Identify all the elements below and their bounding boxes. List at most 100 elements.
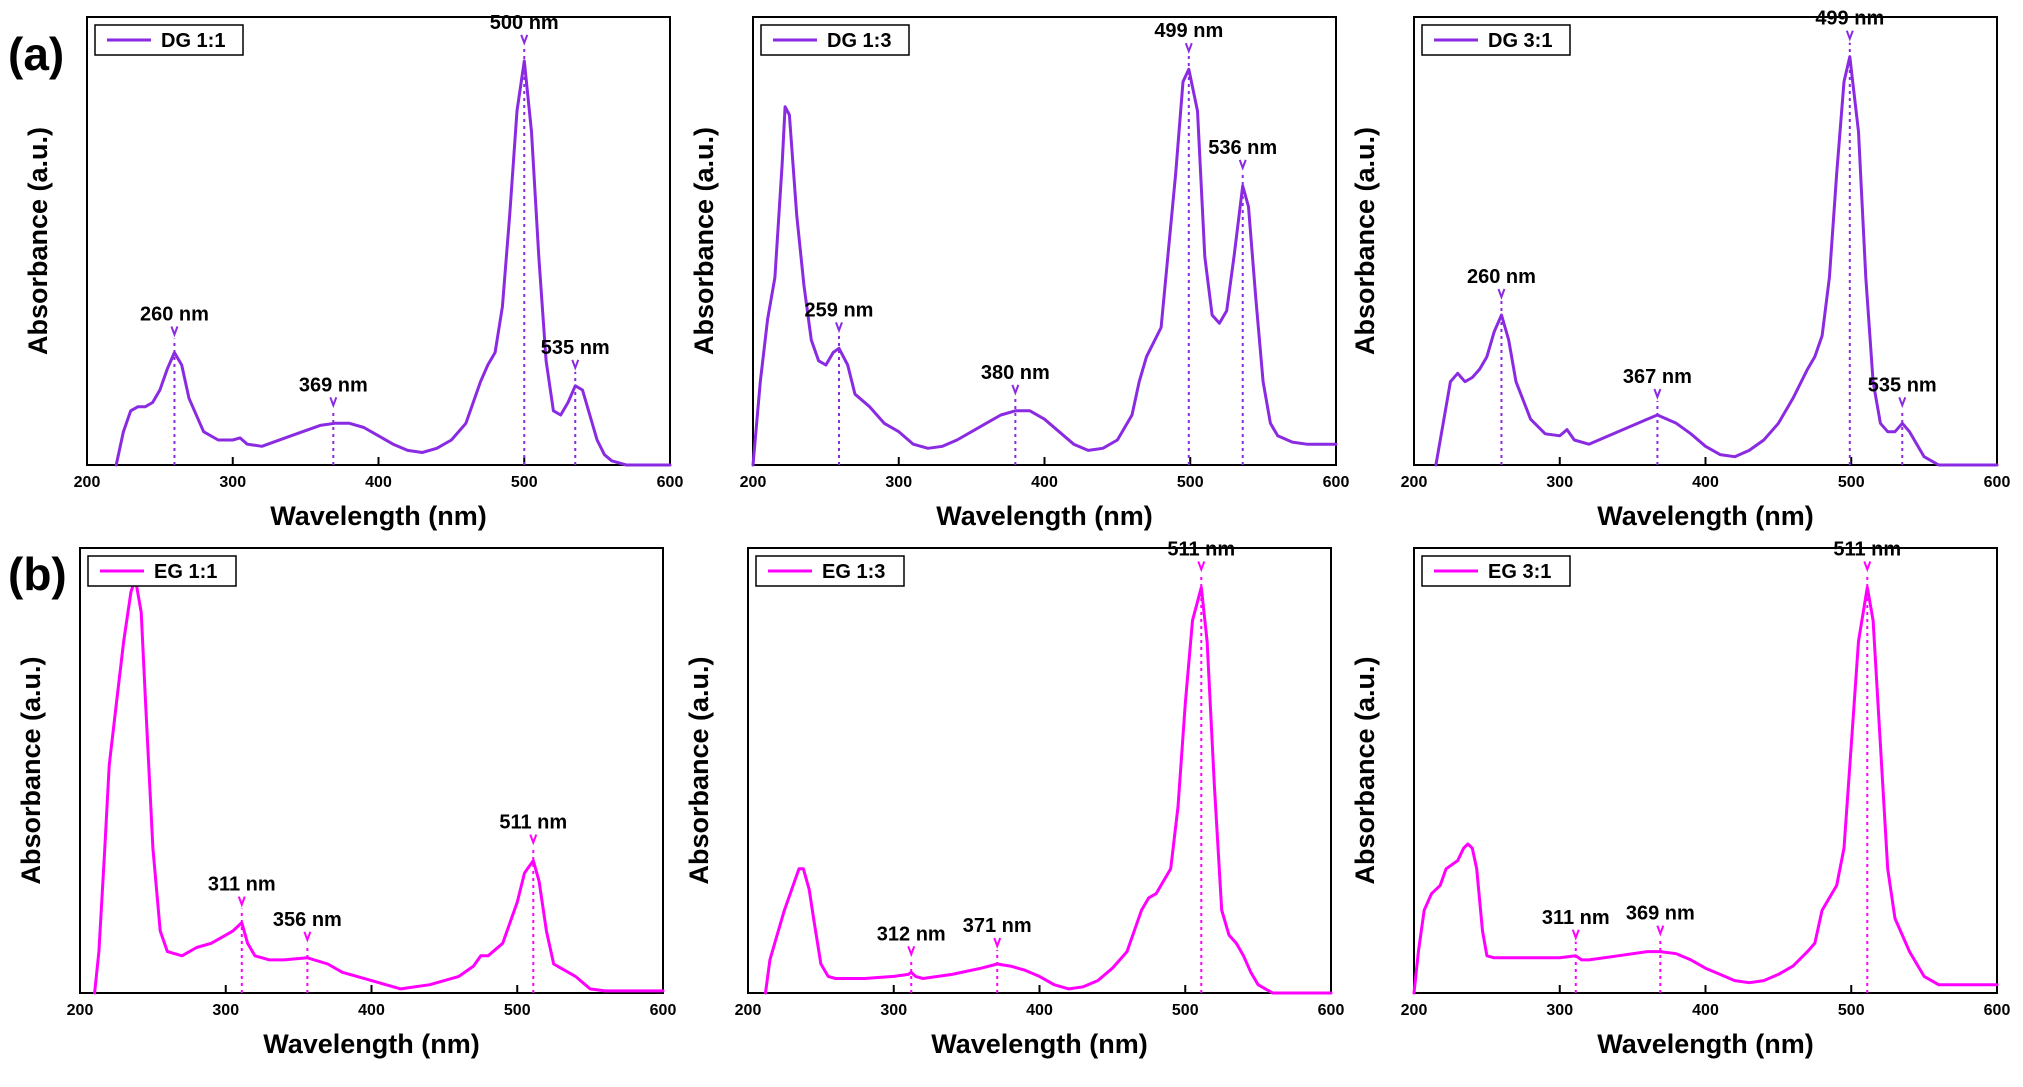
series-line	[114, 59, 672, 467]
series-line	[764, 585, 1333, 995]
x-axis-title: Wavelength (nm)	[1597, 501, 1814, 531]
series-line	[1434, 55, 1999, 467]
peak-arrow-icon	[1571, 929, 1580, 941]
x-tick-label: 200	[735, 1002, 762, 1019]
peak-label: 367 nm	[1623, 366, 1692, 388]
x-axis-title: Wavelength (nm)	[263, 1029, 480, 1059]
peak-label: 356 nm	[273, 909, 342, 931]
peak-arrow-icon	[1238, 159, 1247, 171]
x-tick-label: 300	[885, 474, 912, 491]
plot-frame	[79, 547, 664, 994]
x-tick-label: 400	[1692, 474, 1719, 491]
x-tick-label: 600	[1984, 1002, 2011, 1019]
y-axis-title: Absorbance (a.u.)	[684, 656, 714, 884]
peak-arrow-icon	[303, 931, 312, 943]
x-tick-label: 400	[1031, 474, 1058, 491]
peak-arrow-icon	[1845, 30, 1854, 42]
legend-label: DG 1:1	[161, 30, 225, 52]
plot-frame	[1413, 547, 1998, 994]
x-tick-label: 300	[1546, 474, 1573, 491]
y-axis-title: Absorbance (a.u.)	[1350, 127, 1380, 355]
x-tick-label: 200	[1401, 474, 1428, 491]
x-axis-title: Wavelength (nm)	[936, 501, 1153, 531]
peak-label: 260 nm	[140, 304, 209, 326]
panel-label-b: (b)	[8, 548, 67, 600]
peak-label: 380 nm	[981, 362, 1050, 384]
peak-label: 536 nm	[1208, 137, 1277, 159]
x-tick-label: 500	[1172, 1002, 1199, 1019]
plot-frame	[1413, 16, 1998, 466]
x-tick-label: 400	[1692, 1002, 1719, 1019]
peak-label: 369 nm	[299, 374, 368, 396]
chart-5: 200 300 400 500 600 Wavelength (nm) Absorbance…	[684, 538, 1344, 1059]
peak-arrow-icon	[1197, 561, 1206, 573]
legend-label: DG 1:3	[827, 30, 891, 52]
peak-label: 535 nm	[541, 337, 610, 359]
plot-frame	[86, 16, 671, 466]
peak-arrow-icon	[1898, 396, 1907, 409]
x-axis-title: Wavelength (nm)	[931, 1029, 1148, 1059]
peak-label: 511 nm	[499, 812, 567, 834]
x-tick-label: 500	[511, 474, 538, 491]
legend-box	[87, 555, 237, 587]
x-tick-label: 500	[1838, 474, 1865, 491]
peak-label: 312 nm	[877, 923, 946, 945]
x-tick-label: 500	[1177, 474, 1204, 491]
peak-label: 535 nm	[1868, 374, 1937, 396]
y-axis-title: Absorbance (a.u.)	[23, 127, 53, 355]
x-axis-title: Wavelength (nm)	[270, 501, 487, 531]
peak-arrow-icon	[1656, 925, 1665, 937]
x-tick-label: 300	[880, 1002, 907, 1019]
peak-label: 260 nm	[1467, 266, 1536, 288]
x-tick-label: 400	[365, 474, 392, 491]
peak-label: 311 nm	[208, 874, 276, 896]
x-tick-label: 200	[1401, 1002, 1428, 1019]
y-axis-title: Absorbance (a.u.)	[1350, 656, 1380, 884]
x-tick-label: 500	[1838, 1002, 1865, 1019]
peak-label: 511 nm	[1167, 538, 1235, 560]
x-tick-label: 600	[1323, 474, 1350, 491]
x-tick-label: 300	[212, 1002, 239, 1019]
peak-arrow-icon	[1011, 384, 1020, 396]
peak-label: 371 nm	[963, 915, 1032, 937]
peak-arrow-icon	[1184, 42, 1193, 55]
plot-frame	[752, 16, 1337, 466]
peak-arrow-icon	[329, 396, 338, 409]
peak-label: 500 nm	[490, 12, 559, 34]
legend-box	[94, 24, 244, 56]
peak-arrow-icon	[993, 937, 1002, 949]
chart-4: 200 300 400 500 600 Wavelength (nm) Absorbance…	[16, 547, 676, 1059]
chart-2: 200 300 400 500 600 Wavelength (nm) Absorbance…	[689, 16, 1350, 531]
series-line	[93, 577, 665, 995]
peak-arrow-icon	[1497, 288, 1506, 300]
chart-1: 200 300 400 500 600 Wavelength (nm) Absorbance…	[23, 12, 683, 531]
legend-label: EG 1:3	[822, 561, 885, 583]
y-axis-title: Absorbance (a.u.)	[689, 127, 719, 355]
x-tick-label: 200	[74, 474, 101, 491]
peak-label: 511 nm	[1833, 538, 1901, 560]
x-tick-label: 300	[1546, 1002, 1573, 1019]
x-tick-label: 600	[657, 474, 684, 491]
x-tick-label: 600	[1984, 474, 2011, 491]
legend-label: EG 3:1	[1488, 561, 1551, 583]
series-line	[751, 67, 1338, 467]
peak-arrow-icon	[571, 359, 580, 371]
x-tick-label: 200	[740, 474, 767, 491]
peak-label: 259 nm	[805, 299, 874, 321]
peak-arrow-icon	[170, 326, 179, 338]
peak-arrow-icon	[237, 896, 246, 908]
peak-label: 369 nm	[1626, 903, 1695, 925]
x-tick-label: 500	[504, 1002, 531, 1019]
peak-arrow-icon	[529, 834, 538, 846]
peak-arrow-icon	[1653, 388, 1662, 400]
peak-arrow-icon	[1863, 561, 1872, 573]
peak-label: 311 nm	[1542, 907, 1610, 929]
peak-arrow-icon	[520, 34, 529, 46]
chart-3: 200 300 400 500 600 Wavelength (nm) Absorbance…	[1350, 8, 2010, 531]
peak-arrow-icon	[907, 945, 916, 958]
legend-box	[760, 24, 910, 56]
peak-arrow-icon	[835, 321, 843, 334]
x-tick-label: 300	[219, 474, 246, 491]
x-tick-label: 600	[1318, 1002, 1345, 1019]
